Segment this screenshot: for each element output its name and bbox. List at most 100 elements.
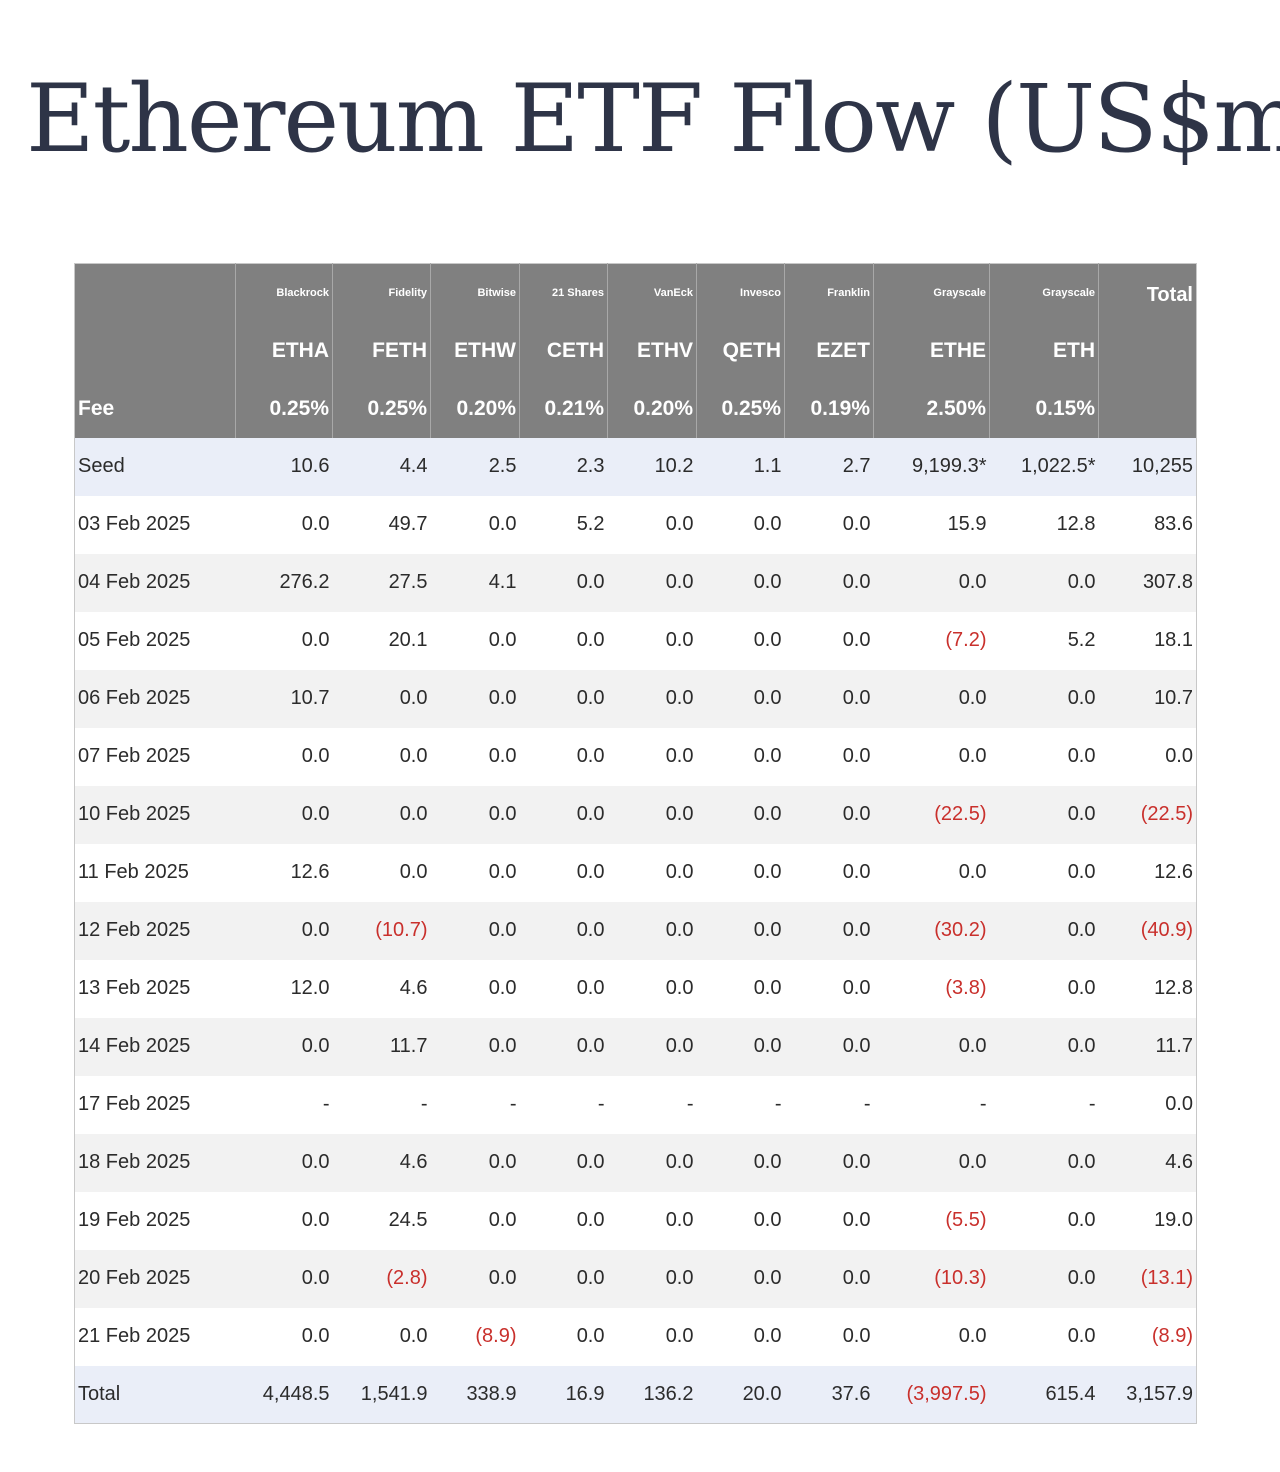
table-cell: 0.0 bbox=[519, 727, 608, 786]
table-cell: 0.0 bbox=[430, 1133, 520, 1192]
table-cell: 10,255 bbox=[1098, 437, 1197, 496]
table-cell: (30.2) bbox=[873, 901, 990, 960]
table-cell: 10.7 bbox=[1098, 669, 1197, 728]
header-corner bbox=[74, 321, 236, 380]
table-row: 03 Feb 2025 0.0 49.7 0.0 5.2 0.0 0.0 0.0 15.9 12.… bbox=[74, 495, 1197, 554]
table-cell: 4.6 bbox=[332, 1133, 431, 1192]
table-cell: 4,448.5 bbox=[235, 1365, 333, 1424]
table-cell: 0.0 bbox=[989, 669, 1099, 728]
table-cell: 9,199.3* bbox=[873, 437, 990, 496]
header-empty bbox=[1098, 379, 1197, 438]
issuer-header: 21 Shares bbox=[519, 263, 608, 322]
table-cell: 0.0 bbox=[235, 901, 333, 960]
table-cell: (40.9) bbox=[1098, 901, 1197, 960]
issuer-header: Fidelity bbox=[332, 263, 431, 322]
ticker-header-row: ETHA FETH ETHW CETH ETHV QETH EZET ETHE … bbox=[74, 321, 1197, 380]
table-cell: 0.0 bbox=[430, 1191, 520, 1250]
table-cell: 0.0 bbox=[696, 1133, 785, 1192]
fee-value: 2.50% bbox=[873, 379, 990, 438]
table-cell: 0.0 bbox=[607, 611, 697, 670]
table-cell: - bbox=[989, 1075, 1099, 1134]
row-label: 21 Feb 2025 bbox=[74, 1307, 236, 1366]
table-cell: 0.0 bbox=[430, 1249, 520, 1308]
table-cell: 12.6 bbox=[235, 843, 333, 902]
table-cell: 0.0 bbox=[607, 959, 697, 1018]
table-row: 10 Feb 2025 0.0 0.0 0.0 0.0 0.0 0.0 0.0 (22.5) 0.… bbox=[74, 785, 1197, 844]
table-cell: 0.0 bbox=[519, 1017, 608, 1076]
table-cell: 4.4 bbox=[332, 437, 431, 496]
fee-value: 0.25% bbox=[696, 379, 785, 438]
table-cell: (13.1) bbox=[1098, 1249, 1197, 1308]
table-cell: 307.8 bbox=[1098, 553, 1197, 612]
table-cell: 0.0 bbox=[430, 611, 520, 670]
table-row: 04 Feb 2025 276.2 27.5 4.1 0.0 0.0 0.0 0.0 0.0 0.… bbox=[74, 553, 1197, 612]
table-cell: 4.6 bbox=[332, 959, 431, 1018]
table-cell: 0.0 bbox=[696, 611, 785, 670]
table-cell: 0.0 bbox=[784, 959, 874, 1018]
row-label: 06 Feb 2025 bbox=[74, 669, 236, 728]
table-cell: 0.0 bbox=[607, 1249, 697, 1308]
table-cell: 0.0 bbox=[430, 495, 520, 554]
table-cell: 0.0 bbox=[784, 553, 874, 612]
table-cell: 83.6 bbox=[1098, 495, 1197, 554]
table-cell: 0.0 bbox=[989, 843, 1099, 902]
table-cell: 0.0 bbox=[235, 1017, 333, 1076]
table-cell: 0.0 bbox=[989, 1191, 1099, 1250]
issuer-header: Invesco bbox=[696, 263, 785, 322]
table-cell: 0.0 bbox=[519, 901, 608, 960]
table-cell: 0.0 bbox=[430, 843, 520, 902]
issuer-header: Franklin bbox=[784, 263, 874, 322]
table-cell: 0.0 bbox=[784, 1017, 874, 1076]
ticker-header: FETH bbox=[332, 321, 431, 380]
table-cell: (3,997.5) bbox=[873, 1365, 990, 1424]
table-cell: 0.0 bbox=[784, 1249, 874, 1308]
ticker-header: QETH bbox=[696, 321, 785, 380]
issuer-header: VanEck bbox=[607, 263, 697, 322]
table-cell: (8.9) bbox=[1098, 1307, 1197, 1366]
table-cell: 0.0 bbox=[519, 843, 608, 902]
table-cell: 37.6 bbox=[784, 1365, 874, 1424]
table-cell: 0.0 bbox=[235, 611, 333, 670]
table-cell: 0.0 bbox=[696, 1017, 785, 1076]
table-cell: 18.1 bbox=[1098, 611, 1197, 670]
table-cell: 2.7 bbox=[784, 437, 874, 496]
issuer-header: Grayscale bbox=[873, 263, 990, 322]
table-cell: 0.0 bbox=[696, 785, 785, 844]
table-cell: 0.0 bbox=[696, 727, 785, 786]
table-cell: (2.8) bbox=[332, 1249, 431, 1308]
table-cell: - bbox=[873, 1075, 990, 1134]
fee-value: 0.25% bbox=[332, 379, 431, 438]
row-label: 20 Feb 2025 bbox=[74, 1249, 236, 1308]
table-cell: 49.7 bbox=[332, 495, 431, 554]
ticker-header: CETH bbox=[519, 321, 608, 380]
total-row: Total 4,448.5 1,541.9 338.9 16.9 136.2 20.0 37.… bbox=[74, 1365, 1197, 1424]
table-cell: 12.8 bbox=[1098, 959, 1197, 1018]
table-cell: 0.0 bbox=[607, 785, 697, 844]
table-cell: 0.0 bbox=[989, 1307, 1099, 1366]
table-cell: 0.0 bbox=[519, 1249, 608, 1308]
table-cell: 16.9 bbox=[519, 1365, 608, 1424]
table-cell: 11.7 bbox=[332, 1017, 431, 1076]
table-cell: 0.0 bbox=[607, 843, 697, 902]
table-cell: 0.0 bbox=[607, 553, 697, 612]
table-cell: 15.9 bbox=[873, 495, 990, 554]
table-cell: 0.0 bbox=[696, 553, 785, 612]
table-cell: 0.0 bbox=[696, 959, 785, 1018]
row-label: 14 Feb 2025 bbox=[74, 1017, 236, 1076]
table-cell: - bbox=[607, 1075, 697, 1134]
fee-value: 0.19% bbox=[784, 379, 874, 438]
table-cell: 0.0 bbox=[430, 1017, 520, 1076]
table-cell: 338.9 bbox=[430, 1365, 520, 1424]
table-cell: 12.6 bbox=[1098, 843, 1197, 902]
table-cell: 0.0 bbox=[519, 553, 608, 612]
table-cell: 0.0 bbox=[1098, 727, 1197, 786]
table-row: 07 Feb 2025 0.0 0.0 0.0 0.0 0.0 0.0 0.0 0.0 0.0 0.… bbox=[74, 727, 1197, 786]
table-cell: 0.0 bbox=[989, 959, 1099, 1018]
table-cell: 0.0 bbox=[519, 785, 608, 844]
fee-value: 0.20% bbox=[607, 379, 697, 438]
table-cell: 0.0 bbox=[784, 669, 874, 728]
table-cell: 3,157.9 bbox=[1098, 1365, 1197, 1424]
table-cell: 0.0 bbox=[784, 1191, 874, 1250]
table-cell: 0.0 bbox=[332, 727, 431, 786]
table-row: 21 Feb 2025 0.0 0.0 (8.9) 0.0 0.0 0.0 0.0 0.0 0.0… bbox=[74, 1307, 1197, 1366]
